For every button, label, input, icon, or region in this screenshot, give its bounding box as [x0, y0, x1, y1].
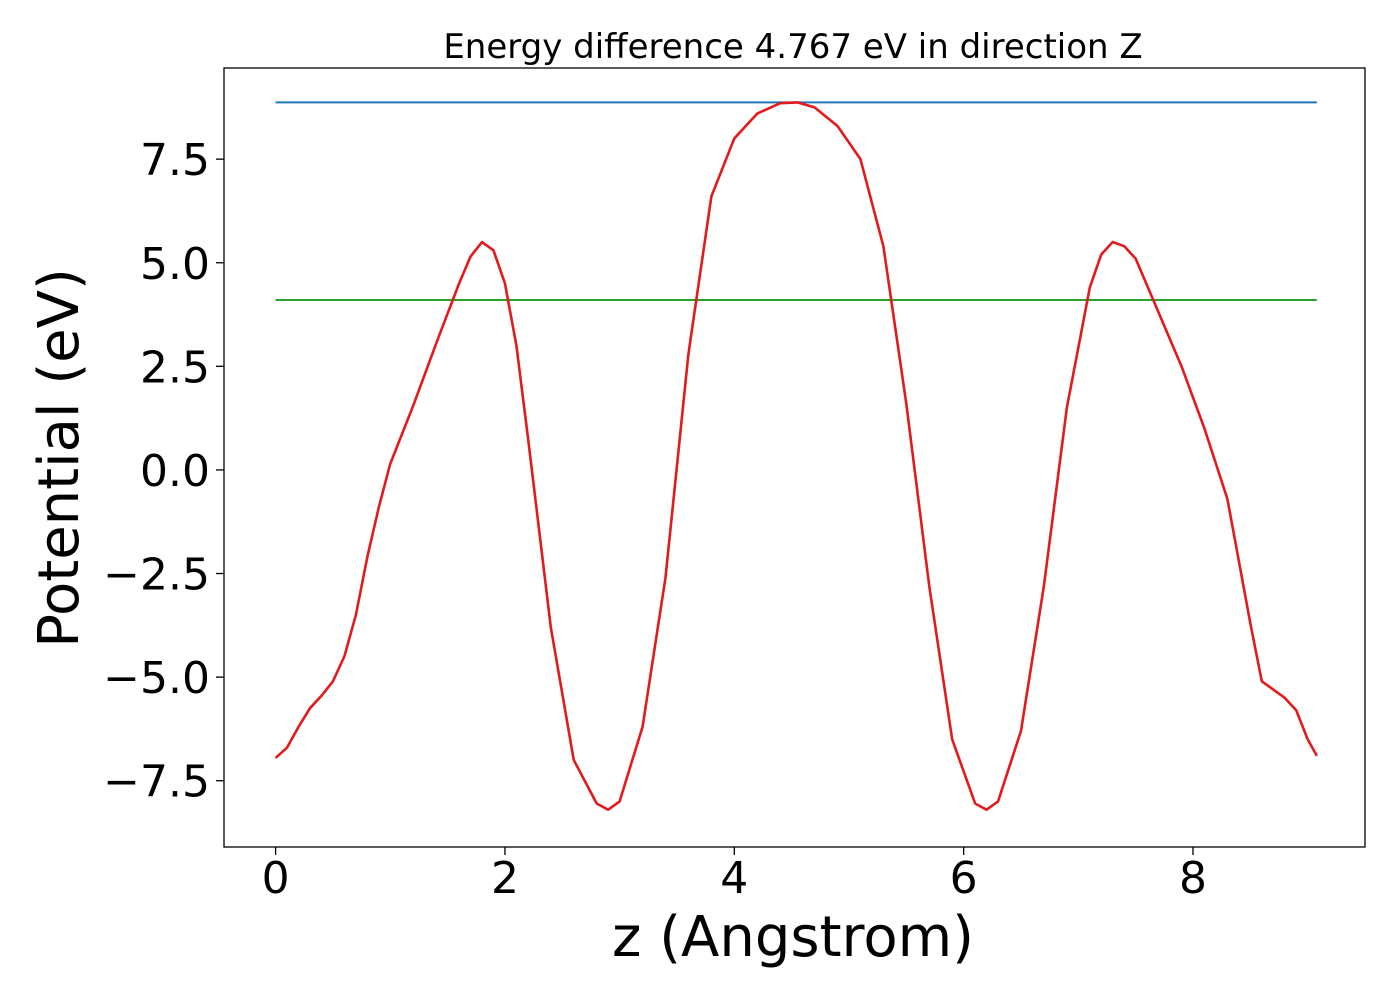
y-tick-label: −5.0	[103, 653, 210, 704]
y-axis: 7.5 5.0 2.5 0.0 −2.5 −5.0 −7.5	[103, 135, 224, 808]
plot-area-frame	[223, 67, 1366, 848]
y-tick-label: 7.5	[140, 135, 210, 186]
y-tick-label: 0.0	[140, 446, 210, 497]
y-tick-label: −7.5	[103, 757, 210, 808]
x-axis-label: z (Angstrom)	[612, 905, 974, 970]
y-tick-label: 5.0	[140, 239, 210, 290]
x-tick-label: 6	[950, 853, 978, 904]
series-layer	[274, 101, 1318, 812]
chart-title: Energy difference 4.767 eV in direction …	[443, 27, 1142, 67]
x-axis: 0 2 4 6 8	[262, 847, 1207, 904]
x-tick-label: 4	[720, 853, 748, 904]
x-tick-label: 2	[491, 853, 519, 904]
y-tick-label: −2.5	[103, 550, 210, 601]
x-tick-label: 8	[1179, 853, 1207, 904]
x-tick-label: 0	[262, 853, 290, 904]
potential-curve	[274, 101, 1318, 812]
y-tick-label: 2.5	[140, 342, 210, 393]
y-axis-label: Potential (eV)	[27, 268, 92, 648]
